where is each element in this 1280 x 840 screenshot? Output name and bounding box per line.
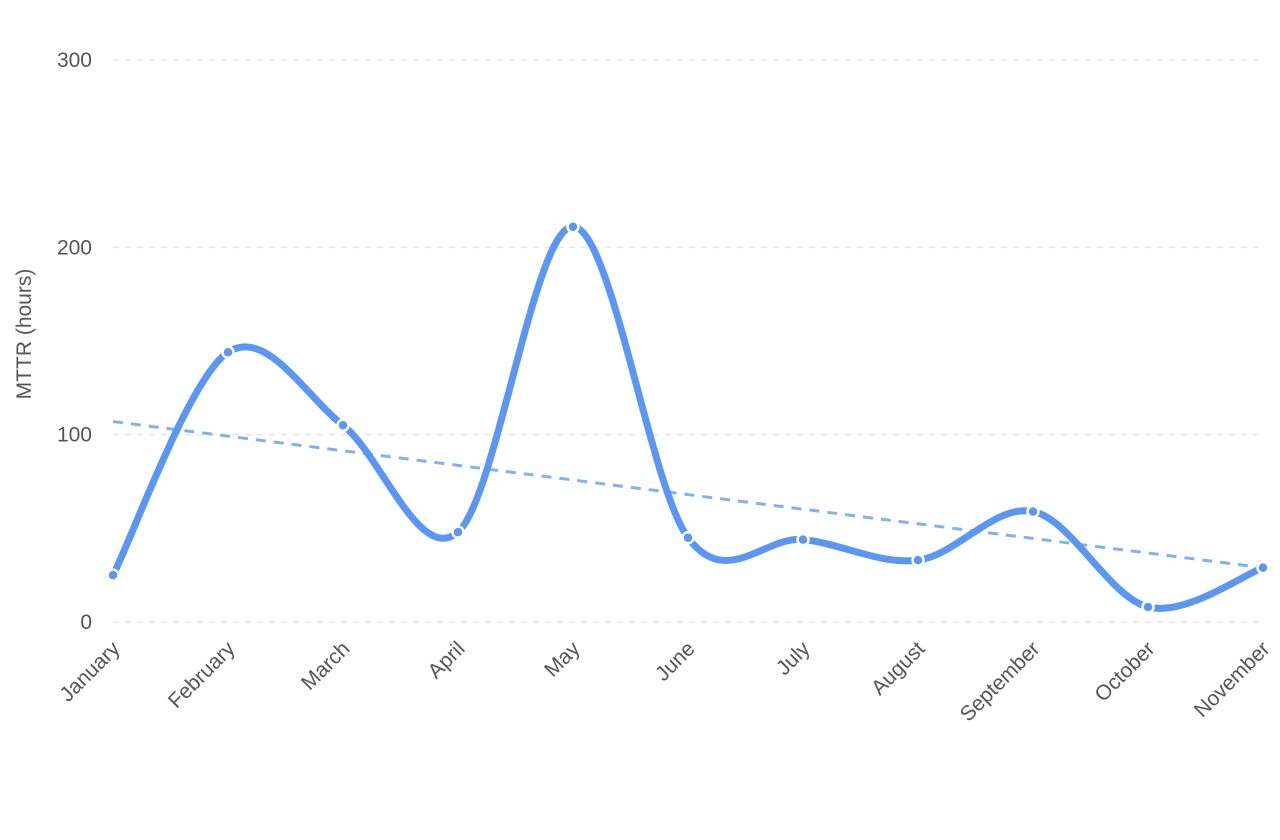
x-axis-ticks: January February March April May June July Augu…: [55, 637, 1274, 726]
y-axis-title: MTTR (hours): [13, 269, 36, 400]
data-point: [566, 219, 580, 234]
x-tick-label: July: [772, 637, 815, 680]
x-tick-label: March: [297, 637, 355, 695]
data-points: [106, 219, 1270, 614]
y-tick-label: 0: [80, 611, 92, 634]
series-line-mttr: [109, 223, 1267, 612]
x-tick-label: June: [651, 637, 699, 685]
x-tick-label: May: [540, 637, 585, 682]
y-tick-label: 200: [57, 236, 92, 259]
x-tick-label: April: [424, 637, 470, 683]
x-tick-label: November: [1190, 637, 1275, 722]
trend-line: [112, 420, 1264, 570]
y-tick-label: 100: [57, 424, 92, 447]
data-point: [911, 553, 925, 567]
x-tick-label: September: [956, 637, 1045, 726]
data-point: [681, 530, 695, 545]
data-point: [1026, 504, 1040, 519]
data-point: [1141, 600, 1155, 614]
y-axis-ticks: 0 100 200 300: [57, 49, 92, 634]
data-point: [451, 525, 465, 539]
data-point: [336, 418, 350, 433]
x-tick-label: October: [1090, 637, 1159, 706]
data-point: [221, 345, 235, 359]
x-tick-label: February: [164, 637, 240, 713]
data-point: [796, 532, 810, 547]
data-point: [106, 568, 120, 582]
data-point: [1256, 560, 1270, 575]
x-tick-label: January: [55, 637, 124, 706]
y-tick-label: 300: [57, 49, 92, 72]
x-tick-label: August: [867, 637, 930, 700]
